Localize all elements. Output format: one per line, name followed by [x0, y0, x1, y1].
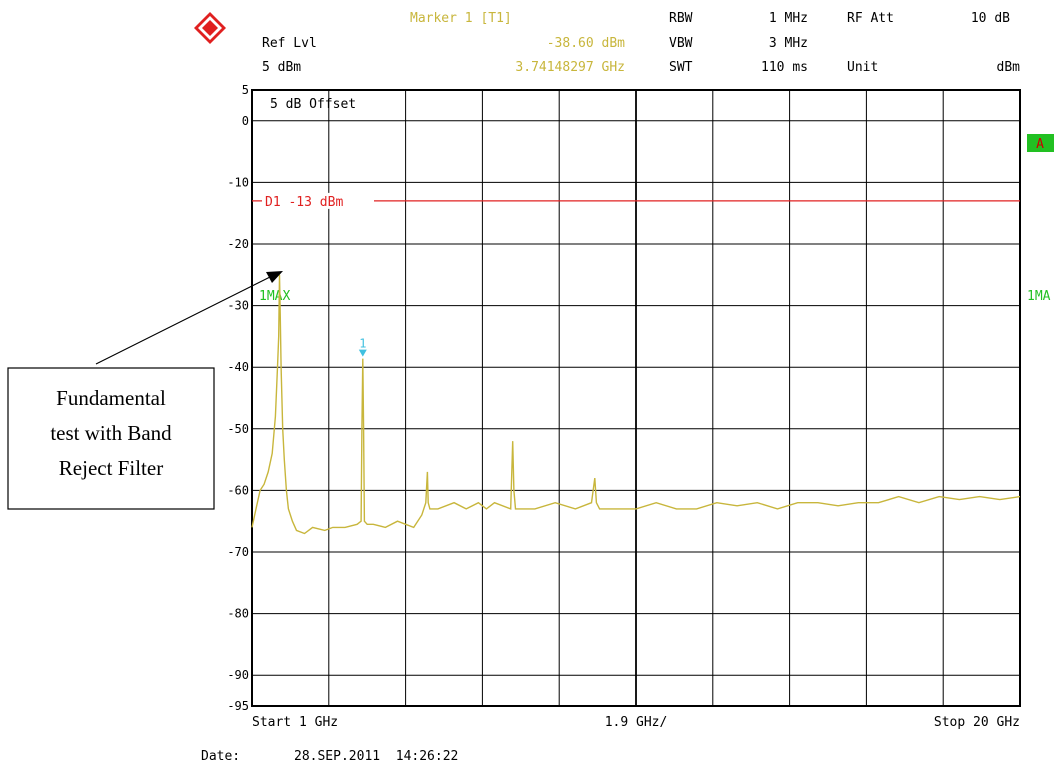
y-tick-label: -70 [227, 545, 249, 559]
y-tick-label: -10 [227, 175, 249, 189]
date-value: 28.SEP.2011 14:26:22 [294, 749, 458, 764]
annotation-line-3: Reject Filter [59, 456, 163, 480]
vbw-label: VBW [669, 36, 693, 51]
rf-att-value: 10 dB [971, 11, 1010, 26]
limit-line-label: D1 -13 dBm [265, 195, 343, 210]
rbw-label: RBW [669, 11, 693, 26]
rs-logo-icon [194, 12, 226, 44]
y-tick-label: 5 [242, 83, 249, 97]
y-tick-label: -80 [227, 607, 249, 621]
date-label: Date: [201, 749, 240, 764]
ref-lvl-value: 5 dBm [262, 60, 301, 75]
ref-lvl-label: Ref Lvl [262, 36, 317, 51]
marker-level: -38.60 dBm [547, 36, 625, 51]
annotation-arrow [95, 276, 271, 365]
rbw-value: 1 MHz [769, 11, 808, 26]
offset-label: 5 dB Offset [270, 97, 356, 112]
trace-label-left: 1MAX [259, 289, 290, 304]
marker-triangle-icon [358, 349, 367, 357]
y-tick-label: -40 [227, 360, 249, 374]
plot-frame [251, 89, 1021, 707]
plot-grid [252, 90, 1020, 706]
y-axis-ticks: 5 0 -10 -20 -30 -40 -50 -60 -70 -80 -90 -95 [227, 83, 249, 713]
trace-a-badge: A [1027, 134, 1054, 152]
y-tick-label: -90 [227, 668, 249, 682]
vbw-value: 3 MHz [769, 36, 808, 51]
marker-number: 1 [359, 337, 366, 351]
start-frequency: Start 1 GHz [252, 715, 338, 730]
y-tick-label: -50 [227, 422, 249, 436]
stop-frequency: Stop 20 GHz [934, 715, 1020, 730]
frequency-per-division: 1.9 GHz/ [605, 715, 668, 730]
limit-label-background [262, 192, 374, 209]
y-tick-label: -95 [227, 699, 249, 713]
marker-frequency: 3.74148297 GHz [515, 60, 625, 75]
spectrum-trace [251, 274, 1021, 535]
marker-title: Marker 1 [T1] [410, 11, 512, 26]
arrowhead-icon [266, 271, 283, 283]
rf-att-label: RF Att [847, 11, 894, 26]
annotation-box [7, 367, 215, 510]
y-tick-label: -30 [227, 299, 249, 313]
swt-label: SWT [669, 60, 693, 75]
marker-1: 1 [358, 337, 367, 357]
swt-value: 110 ms [761, 60, 808, 75]
y-tick-label: -20 [227, 237, 249, 251]
annotation-line-2: test with Band [50, 421, 172, 445]
annotation-line-1: Fundamental [56, 386, 166, 410]
unit-label: Unit [847, 60, 878, 75]
trace-label-right: 1MA [1027, 289, 1051, 304]
annotation-callout: Fundamental test with Band Reject Filter [7, 271, 283, 510]
y-tick-label: 0 [242, 114, 249, 128]
svg-text:A: A [1036, 137, 1044, 152]
y-tick-label: -60 [227, 483, 249, 497]
unit-value: dBm [997, 60, 1021, 75]
